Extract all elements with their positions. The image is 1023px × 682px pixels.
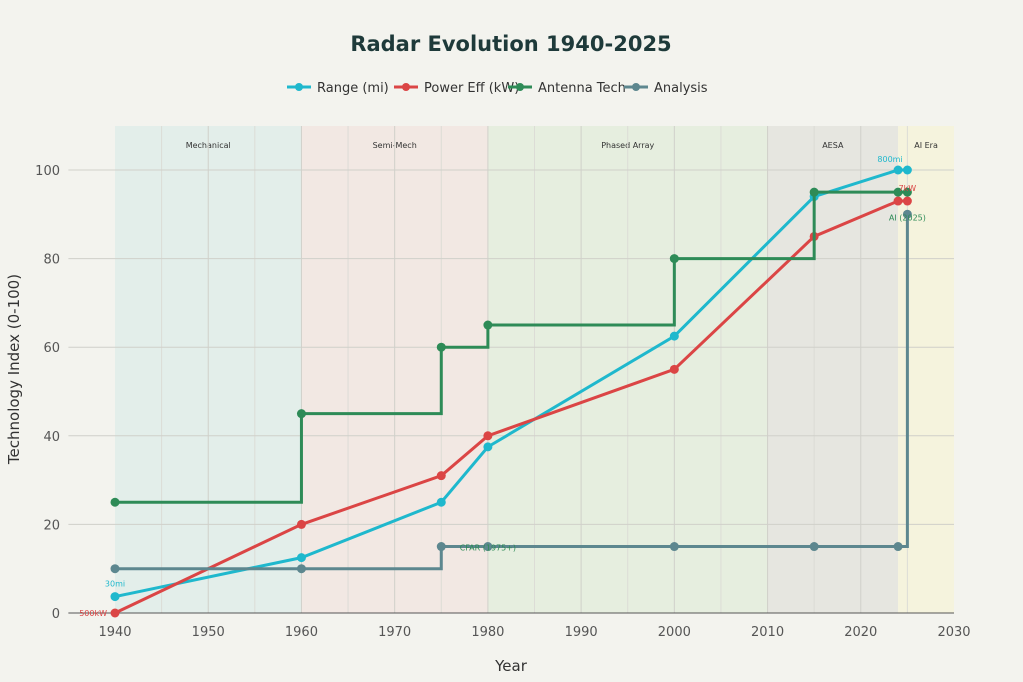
legend-label: Antenna Tech [538,81,626,96]
data-point [902,209,912,219]
era-band [767,126,899,613]
annotation-label: 7kW [899,184,917,193]
data-point [436,542,446,552]
x-tick-label: 2030 [937,625,970,640]
data-point [483,442,493,452]
x-tick-label: 1980 [471,625,504,640]
x-tick-label: 1950 [192,625,225,640]
data-point [809,542,819,552]
data-point [893,187,903,197]
data-point [436,342,446,352]
x-tick-label: 2020 [844,625,877,640]
legend-marker [402,83,410,91]
x-tick-label: 1960 [285,625,318,640]
legend-label: Analysis [654,81,708,96]
data-point [436,497,446,507]
y-axis-title: Technology Index (0-100) [5,274,23,465]
data-point [902,187,912,197]
data-point [110,592,120,602]
annotation-label: 30mi [105,580,125,589]
legend-marker [295,83,303,91]
annotation-label: CFAR (1975+) [460,544,516,553]
data-point [893,542,903,552]
era-label: AI Era [914,141,938,150]
x-tick-label: 1940 [98,625,131,640]
data-point [669,331,679,341]
data-point [893,196,903,206]
data-point [893,165,903,175]
data-point [110,564,120,574]
legend-marker [632,83,640,91]
x-tick-label: 2010 [751,625,784,640]
x-tick-label: 1990 [565,625,598,640]
series-line-analysis [115,214,909,571]
annotation-label: 500kW [79,609,107,618]
legend-label: Range (mi) [317,81,389,96]
data-point [296,564,306,574]
data-point [436,471,446,481]
x-axis-title: Year [494,657,528,675]
legend-label: Power Eff (kW) [424,81,519,96]
data-point [902,196,912,206]
y-tick-label: 80 [43,253,60,268]
y-tick-label: 40 [43,430,60,445]
annotation-label: 800mi [877,155,902,164]
y-tick-label: 20 [43,518,60,533]
legend-marker [516,83,524,91]
data-point [296,409,306,419]
data-point [669,364,679,374]
chart-title: Radar Evolution 1940-2025 [350,32,671,56]
era-label: AESA [822,141,844,150]
y-tick-label: 60 [43,341,60,356]
data-point [902,165,912,175]
data-point [296,553,306,563]
annotation-label: AI (2025) [889,213,926,222]
y-tick-label: 0 [52,607,60,622]
series-line-power-eff-kw- [114,199,908,615]
data-point [483,320,493,330]
data-point [809,187,819,197]
data-point [110,608,120,618]
data-point [483,431,493,441]
x-tick-label: 2000 [658,625,691,640]
data-point [669,254,679,264]
data-point [669,542,679,552]
data-point [296,519,306,529]
y-tick-label: 100 [35,164,60,179]
data-point [110,497,120,507]
data-point [483,542,493,552]
series-line-range-mi- [114,168,908,599]
x-tick-label: 1970 [378,625,411,640]
